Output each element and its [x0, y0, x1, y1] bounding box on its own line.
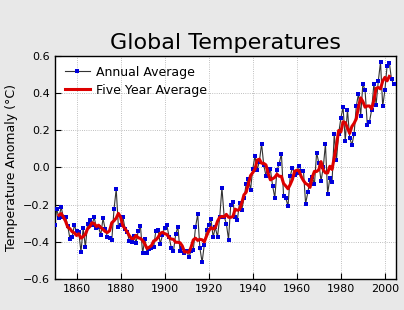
Legend: Annual Average, Five Year Average: Annual Average, Five Year Average [61, 62, 210, 100]
Y-axis label: Temperature Anomaly (°C): Temperature Anomaly (°C) [5, 84, 19, 251]
Title: Global Temperatures: Global Temperatures [110, 33, 341, 53]
